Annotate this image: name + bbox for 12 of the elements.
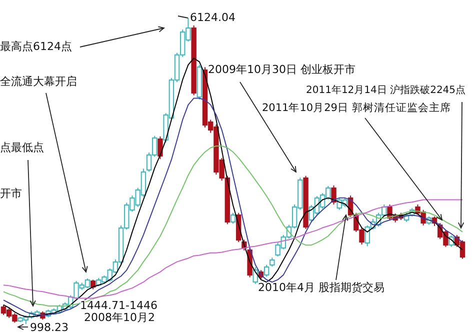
- annotation: 2010年4月 股指期货交易: [258, 281, 384, 294]
- annotation: 2011年10月29日 郭树清任证监会主席: [262, 101, 451, 114]
- annotation: 全流通大幕开启: [0, 75, 77, 88]
- annotation: 6124.04: [190, 11, 236, 24]
- annotation: 2008年10月2: [84, 311, 155, 324]
- annotation: 点最低点: [0, 141, 44, 154]
- annotation: 1444.71-1446: [80, 299, 158, 312]
- annotation: 最高点6124点: [0, 40, 72, 53]
- annotation: 2011年12月14日 沪指跌破2245点: [306, 84, 466, 96]
- annotation: 开市: [0, 187, 22, 200]
- annotation: 2009年10月30日 创业板开市: [208, 63, 356, 76]
- annotation: 998.23: [30, 321, 68, 333]
